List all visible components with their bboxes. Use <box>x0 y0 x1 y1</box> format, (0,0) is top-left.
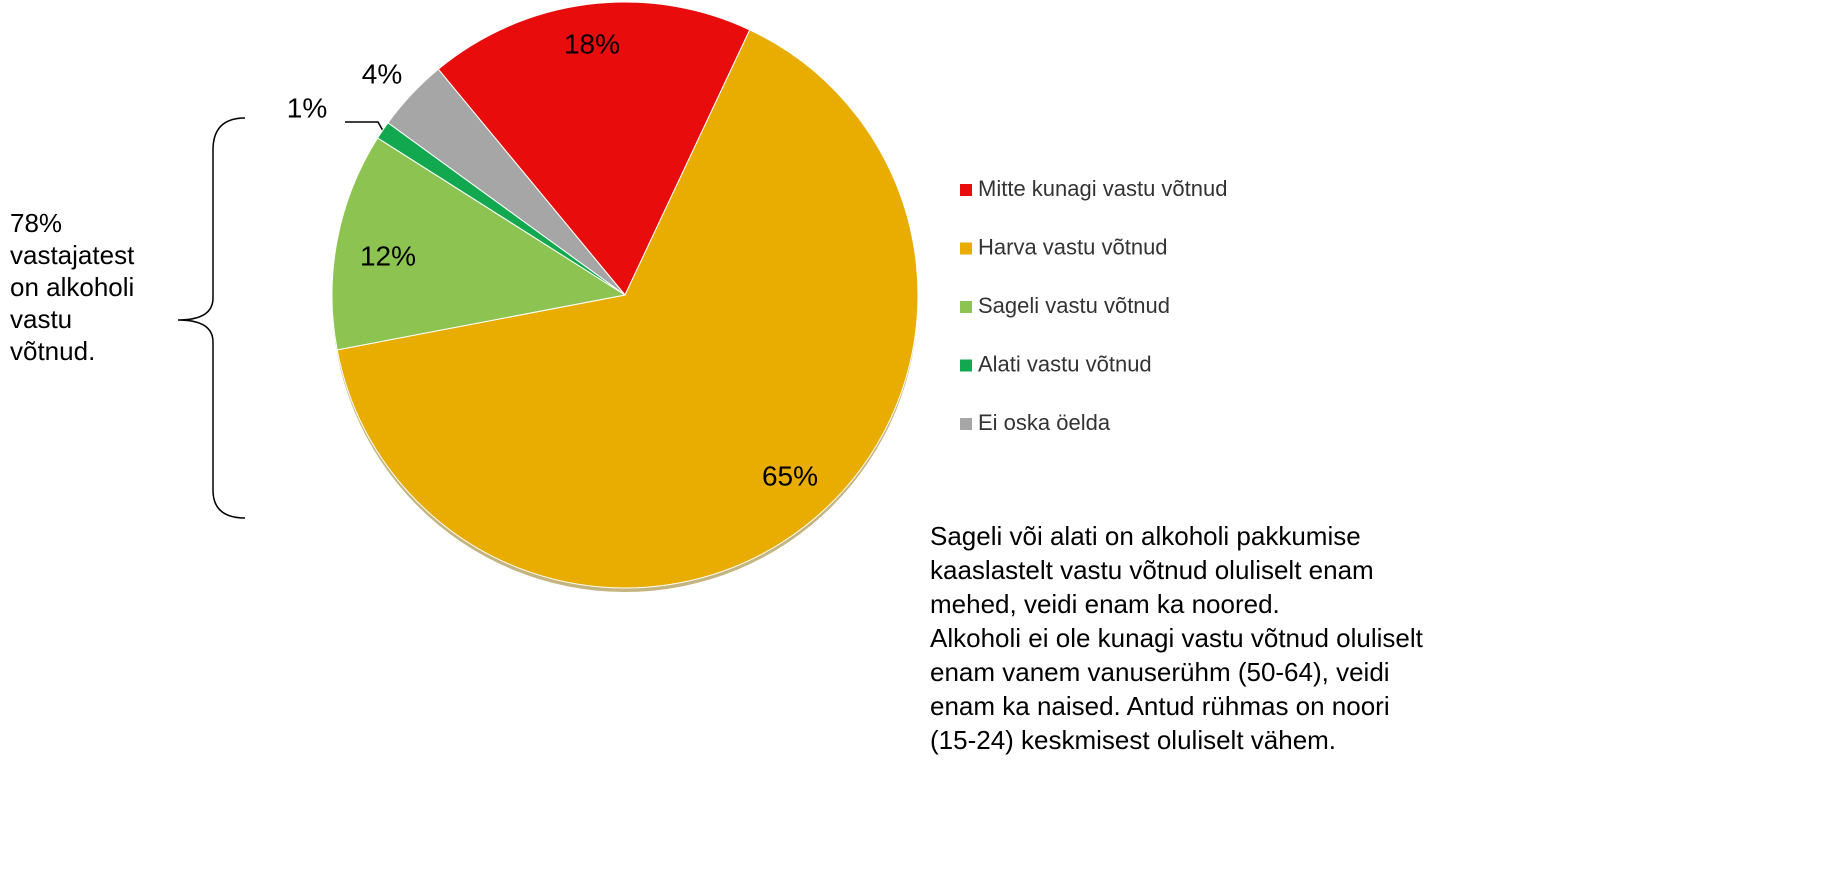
annotation: vastajatest <box>10 240 135 270</box>
annotation: vastu <box>10 304 72 334</box>
note: enam vanem vanuserühm (50-64), veidi <box>930 657 1390 687</box>
note: (15-24) keskmisest oluliselt vähem. <box>930 725 1336 755</box>
legend-text: Alati vastu võtnud <box>978 351 1152 376</box>
slice-label: 65% <box>762 460 818 491</box>
slice-label: 12% <box>360 240 416 271</box>
legend-text: Harva vastu võtnud <box>978 234 1168 259</box>
note: enam ka naised. Antud rühmas on noori <box>930 691 1390 721</box>
pie-slice <box>437 1 751 296</box>
legend-swatch <box>960 184 972 196</box>
note: Alkoholi ei ole kunagi vastu võtnud olul… <box>930 623 1424 653</box>
pie-slice <box>387 68 626 296</box>
legend-swatch <box>960 418 972 430</box>
legend-swatch <box>960 242 972 255</box>
legend-text: Ei oska öelda <box>978 410 1111 435</box>
annotation: on alkoholi <box>10 272 134 302</box>
annotation: 78% <box>10 208 62 238</box>
legend-text: Mitte kunagi vastu võtnud <box>978 176 1227 201</box>
note: Sageli või alati on alkoholi pakkumise <box>930 521 1361 551</box>
slice-label: 18% <box>564 28 620 59</box>
annotation: võtnud. <box>10 336 95 366</box>
pie-slice <box>336 29 919 589</box>
legend-text: Sageli vastu võtnud <box>978 293 1170 318</box>
legend-swatch <box>960 301 972 313</box>
note: kaaslastelt vastu võtnud oluliselt enam <box>930 555 1374 585</box>
slice-label: 1% <box>287 92 327 123</box>
brace <box>177 117 246 519</box>
slice-label: 4% <box>362 58 402 89</box>
legend-swatch <box>960 359 972 372</box>
pie-slice <box>331 137 627 351</box>
note: mehed, veidi enam ka noored. <box>930 589 1280 619</box>
